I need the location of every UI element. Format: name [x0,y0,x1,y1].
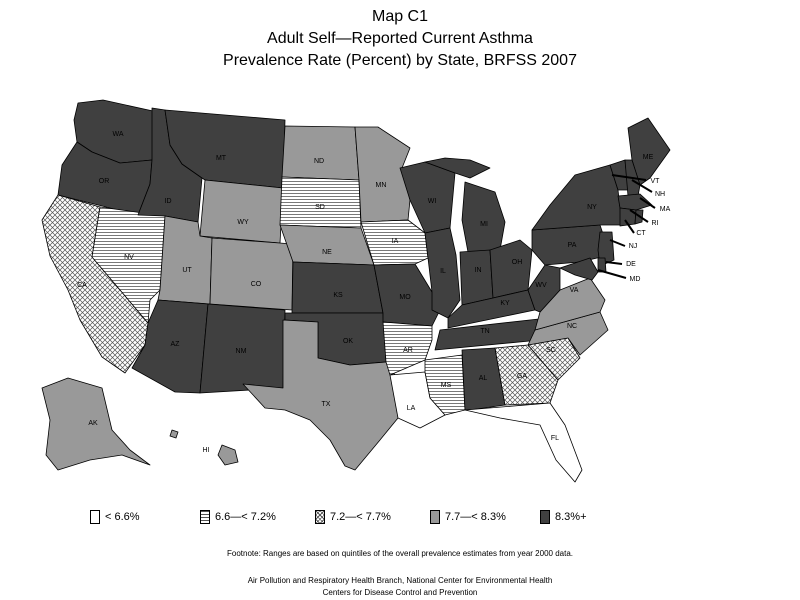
credits-line-2: Centers for Disease Control and Preventi… [322,588,478,597]
state-label-nm: NM [236,348,247,355]
state-label-ar: AR [403,347,413,354]
state-MI-upper [424,157,491,179]
state-label-wv: WV [535,282,547,289]
state-OH [489,239,533,299]
legend-swatch-c5 [540,510,550,524]
state-label-mi: MI [480,221,488,228]
state-label-ok: OK [343,338,353,345]
legend-label-c5: 8.3%+ [555,511,587,523]
state-MO [373,263,441,327]
state-FL [464,402,583,483]
state-label-la: LA [407,405,416,412]
footnote: Footnote: Ranges are based on quintiles … [227,549,573,558]
state-MD [559,257,599,281]
state-TX [242,319,399,471]
state-label-ne: NE [322,249,332,256]
state-label-ma: MA [660,206,671,213]
state-label-or: OR [99,178,110,185]
state-label-ri: RI [652,220,659,227]
state-label-mt: MT [216,155,227,162]
state-ND [281,125,360,181]
state-label-me: ME [643,154,654,161]
state-label-ct: CT [636,230,646,237]
state-AL [461,347,506,411]
title-line-2: Adult Self—Reported Current Asthma [267,30,533,47]
legend-item-c5: 8.3%+ [540,510,587,524]
map-title: Map C1 Adult Self—Reported Current Asthm… [0,6,800,72]
state-label-va: VA [570,287,579,294]
state-label-ca: CA [77,282,87,289]
legend-label-c1: < 6.6% [105,511,140,523]
legend-swatch-c4 [430,510,440,524]
state-HI-islands [169,429,179,439]
state-label-sc: SC [546,347,556,354]
state-label-wi: WI [428,198,437,205]
state-label-in: IN [475,267,482,274]
title-line-1: Map C1 [371,8,429,25]
legend-item-c3: 7.2—< 7.7% [315,510,391,524]
state-label-sd: SD [315,204,325,211]
state-KS [291,261,384,314]
legend-item-c1: < 6.6% [90,510,140,524]
state-IN [459,249,494,306]
legend-swatch-c3 [315,510,325,524]
state-label-co: CO [251,281,262,288]
state-GA [494,344,559,406]
state-label-ms: MS [441,382,452,389]
state-label-nd: ND [314,158,324,165]
state-label-ut: UT [182,267,192,274]
state-label-ky: KY [500,300,510,307]
state-label-ks: KS [333,292,343,299]
legend-swatch-c1 [90,510,100,524]
state-label-tx: TX [322,401,331,408]
legend: < 6.6% 6.6—< 7.2% 7.2—< 7.7% 7.7—< 8.3% 8.3%… [90,510,650,530]
state-label-mo: MO [399,294,411,301]
legend-label-c3: 7.2—< 7.7% [330,511,391,523]
state-label-hi: HI [203,447,210,454]
state-label-mn: MN [376,182,387,189]
legend-swatch-c2 [200,510,210,524]
credits-line-1: Air Pollution and Respiratory Health Bra… [247,576,553,585]
state-label-ny: NY [587,204,597,211]
state-label-vt: VT [651,178,661,185]
legend-label-c4: 7.7—< 8.3% [445,511,506,523]
state-label-tn: TN [480,328,489,335]
state-label-nj: NJ [629,243,638,250]
state-SD [279,176,362,229]
state-label-wy: WY [237,219,249,226]
state-label-wa: WA [112,131,123,138]
legend-item-c4: 7.7—< 8.3% [430,510,506,524]
title-line-3: Prevalence Rate (Percent) by State, BRFS… [223,52,577,69]
state-AK [41,377,151,471]
state-label-nh: NH [655,191,665,198]
state-HI [217,444,239,466]
state-label-il: IL [440,268,446,275]
state-label-ak: AK [88,420,98,427]
state-label-ga: GA [517,373,527,380]
state-NY [531,164,623,231]
state-label-id: ID [165,198,172,205]
ne-callout-lines [597,174,656,279]
state-label-de: DE [626,261,636,268]
state-MA [617,193,653,211]
state-label-pa: PA [568,242,577,249]
legend-item-c2: 6.6—< 7.2% [200,510,276,524]
state-label-ia: IA [392,238,399,245]
state-label-al: AL [479,375,488,382]
state-MI [461,181,506,253]
state-label-oh: OH [512,259,523,266]
state-label-nc: NC [567,323,577,330]
state-label-nv: NV [124,254,134,261]
legend-label-c2: 6.6—< 7.2% [215,511,276,523]
state-CO [209,237,294,311]
state-label-fl: FL [551,435,559,442]
state-label-az: AZ [171,341,181,348]
credits: Air Pollution and Respiratory Health Bra… [0,575,800,599]
state-label-md: MD [630,276,641,283]
state-WY [199,179,284,244]
state-NE [279,224,375,266]
